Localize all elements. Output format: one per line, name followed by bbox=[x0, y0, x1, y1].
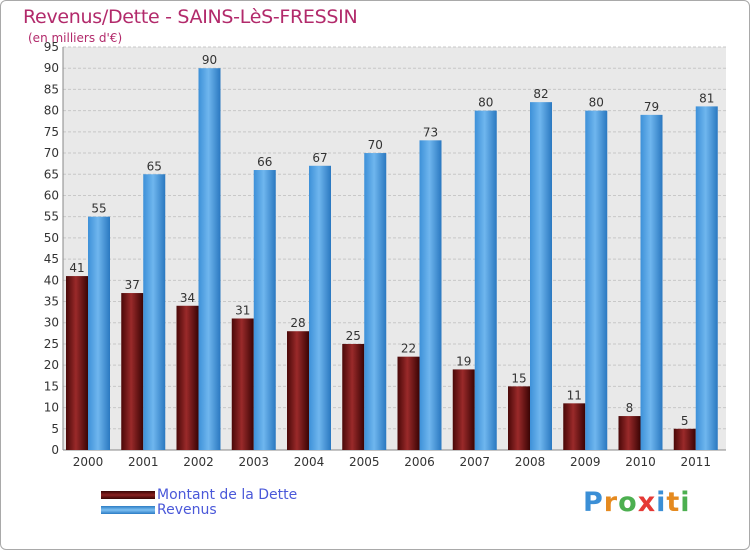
bar-revenus bbox=[253, 170, 276, 450]
data-label: 66 bbox=[257, 155, 272, 169]
bar-dette bbox=[342, 343, 365, 450]
y-tick-label: 95 bbox=[44, 40, 59, 54]
data-label: 80 bbox=[589, 96, 604, 110]
y-tick-label: 50 bbox=[44, 231, 59, 245]
logo-letter: x bbox=[637, 487, 657, 518]
data-label: 79 bbox=[644, 100, 659, 114]
bar-dette bbox=[287, 331, 309, 450]
data-label: 55 bbox=[91, 202, 106, 216]
x-tick-label: 2008 bbox=[515, 455, 546, 469]
y-tick-label: 35 bbox=[44, 295, 59, 309]
bar-dette bbox=[563, 403, 586, 450]
data-label: 73 bbox=[423, 125, 438, 139]
x-tick-label: 2003 bbox=[238, 455, 269, 469]
data-label: 28 bbox=[290, 316, 305, 330]
bar-revenus bbox=[474, 110, 497, 450]
data-label: 65 bbox=[147, 159, 162, 173]
legend-swatch-dette bbox=[101, 491, 155, 499]
bar-dette bbox=[452, 369, 475, 450]
legend-item-dette: Montant de la Dette bbox=[101, 487, 297, 503]
logo-letter: t bbox=[666, 487, 681, 518]
y-tick-label: 80 bbox=[44, 104, 59, 118]
bar-revenus bbox=[530, 102, 552, 450]
bar-revenus bbox=[364, 153, 387, 451]
y-tick-label: 30 bbox=[44, 316, 59, 330]
logo-letter: i bbox=[656, 487, 667, 518]
bar-dette bbox=[121, 293, 144, 450]
y-tick-label: 55 bbox=[44, 210, 59, 224]
data-label: 19 bbox=[456, 354, 471, 368]
bar-revenus bbox=[640, 114, 663, 450]
x-tick-label: 2010 bbox=[625, 455, 656, 469]
bar-revenus bbox=[198, 68, 221, 451]
x-tick-label: 2006 bbox=[404, 455, 435, 469]
data-label: 11 bbox=[567, 388, 582, 402]
y-tick-label: 20 bbox=[44, 358, 59, 372]
bar-revenus bbox=[695, 106, 718, 451]
x-tick-label: 2007 bbox=[459, 455, 490, 469]
logo-letter: o bbox=[618, 487, 638, 518]
data-label: 15 bbox=[511, 371, 526, 385]
bar-revenus bbox=[419, 140, 442, 451]
chart-title: Revenus/Dette - SAINS-LèS-FRESSIN bbox=[23, 6, 358, 28]
data-label: 67 bbox=[312, 151, 327, 165]
data-label: 82 bbox=[533, 87, 548, 101]
y-tick-label: 25 bbox=[44, 337, 59, 351]
x-tick-label: 2000 bbox=[73, 455, 104, 469]
y-tick-label: 70 bbox=[44, 146, 59, 160]
bar-dette bbox=[66, 276, 88, 450]
data-label: 5 bbox=[681, 414, 689, 428]
bar-dette bbox=[508, 386, 530, 450]
legend-swatch-revenus bbox=[101, 506, 155, 514]
bar-dette bbox=[618, 416, 641, 450]
data-label: 80 bbox=[478, 96, 493, 110]
bar-revenus bbox=[88, 216, 110, 450]
data-label: 41 bbox=[69, 261, 84, 275]
bar-revenus bbox=[143, 174, 166, 450]
data-label: 8 bbox=[626, 401, 634, 415]
y-tick-label: 65 bbox=[44, 167, 59, 181]
bar-dette bbox=[397, 356, 420, 450]
legend-label-revenus: Revenus bbox=[157, 502, 217, 518]
data-label: 34 bbox=[180, 291, 195, 305]
data-label: 22 bbox=[401, 342, 416, 356]
y-tick-label: 90 bbox=[44, 61, 59, 75]
y-tick-label: 40 bbox=[44, 273, 59, 287]
x-tick-label: 2001 bbox=[128, 455, 159, 469]
x-tick-label: 2004 bbox=[294, 455, 325, 469]
y-tick-label: 85 bbox=[44, 82, 59, 96]
y-tick-label: 45 bbox=[44, 252, 59, 266]
proxiti-logo: Proxiti bbox=[583, 487, 691, 518]
data-label: 25 bbox=[346, 329, 361, 343]
bar-revenus bbox=[309, 165, 331, 451]
y-tick-label: 75 bbox=[44, 125, 59, 139]
x-tick-label: 2005 bbox=[349, 455, 380, 469]
y-tick-label: 5 bbox=[51, 422, 59, 436]
logo-letter: r bbox=[603, 487, 619, 518]
bar-revenus bbox=[585, 110, 608, 450]
y-tick-label: 60 bbox=[44, 188, 59, 202]
data-label: 81 bbox=[699, 91, 714, 105]
legend-item-revenus: Revenus bbox=[101, 502, 217, 518]
data-label: 31 bbox=[235, 303, 250, 317]
chart-subtitle: (en milliers d'€) bbox=[28, 31, 123, 45]
y-tick-label: 15 bbox=[44, 379, 59, 393]
legend-label-dette: Montant de la Dette bbox=[157, 487, 298, 503]
bar-dette bbox=[673, 428, 696, 450]
x-tick-label: 2002 bbox=[183, 455, 214, 469]
plot-area bbox=[63, 47, 726, 450]
y-tick-label: 0 bbox=[51, 443, 59, 457]
logo-letter: i bbox=[680, 487, 691, 518]
x-tick-label: 2009 bbox=[570, 455, 601, 469]
logo-letter: P bbox=[583, 487, 604, 518]
bar-dette bbox=[231, 318, 254, 450]
bar-chart: 0510152025303540455055606570758085909541… bbox=[44, 40, 726, 469]
bar-dette bbox=[176, 305, 199, 450]
data-label: 37 bbox=[125, 278, 140, 292]
x-tick-label: 2011 bbox=[680, 455, 711, 469]
y-tick-label: 10 bbox=[44, 401, 59, 415]
data-label: 70 bbox=[368, 138, 383, 152]
data-label: 90 bbox=[202, 53, 217, 67]
